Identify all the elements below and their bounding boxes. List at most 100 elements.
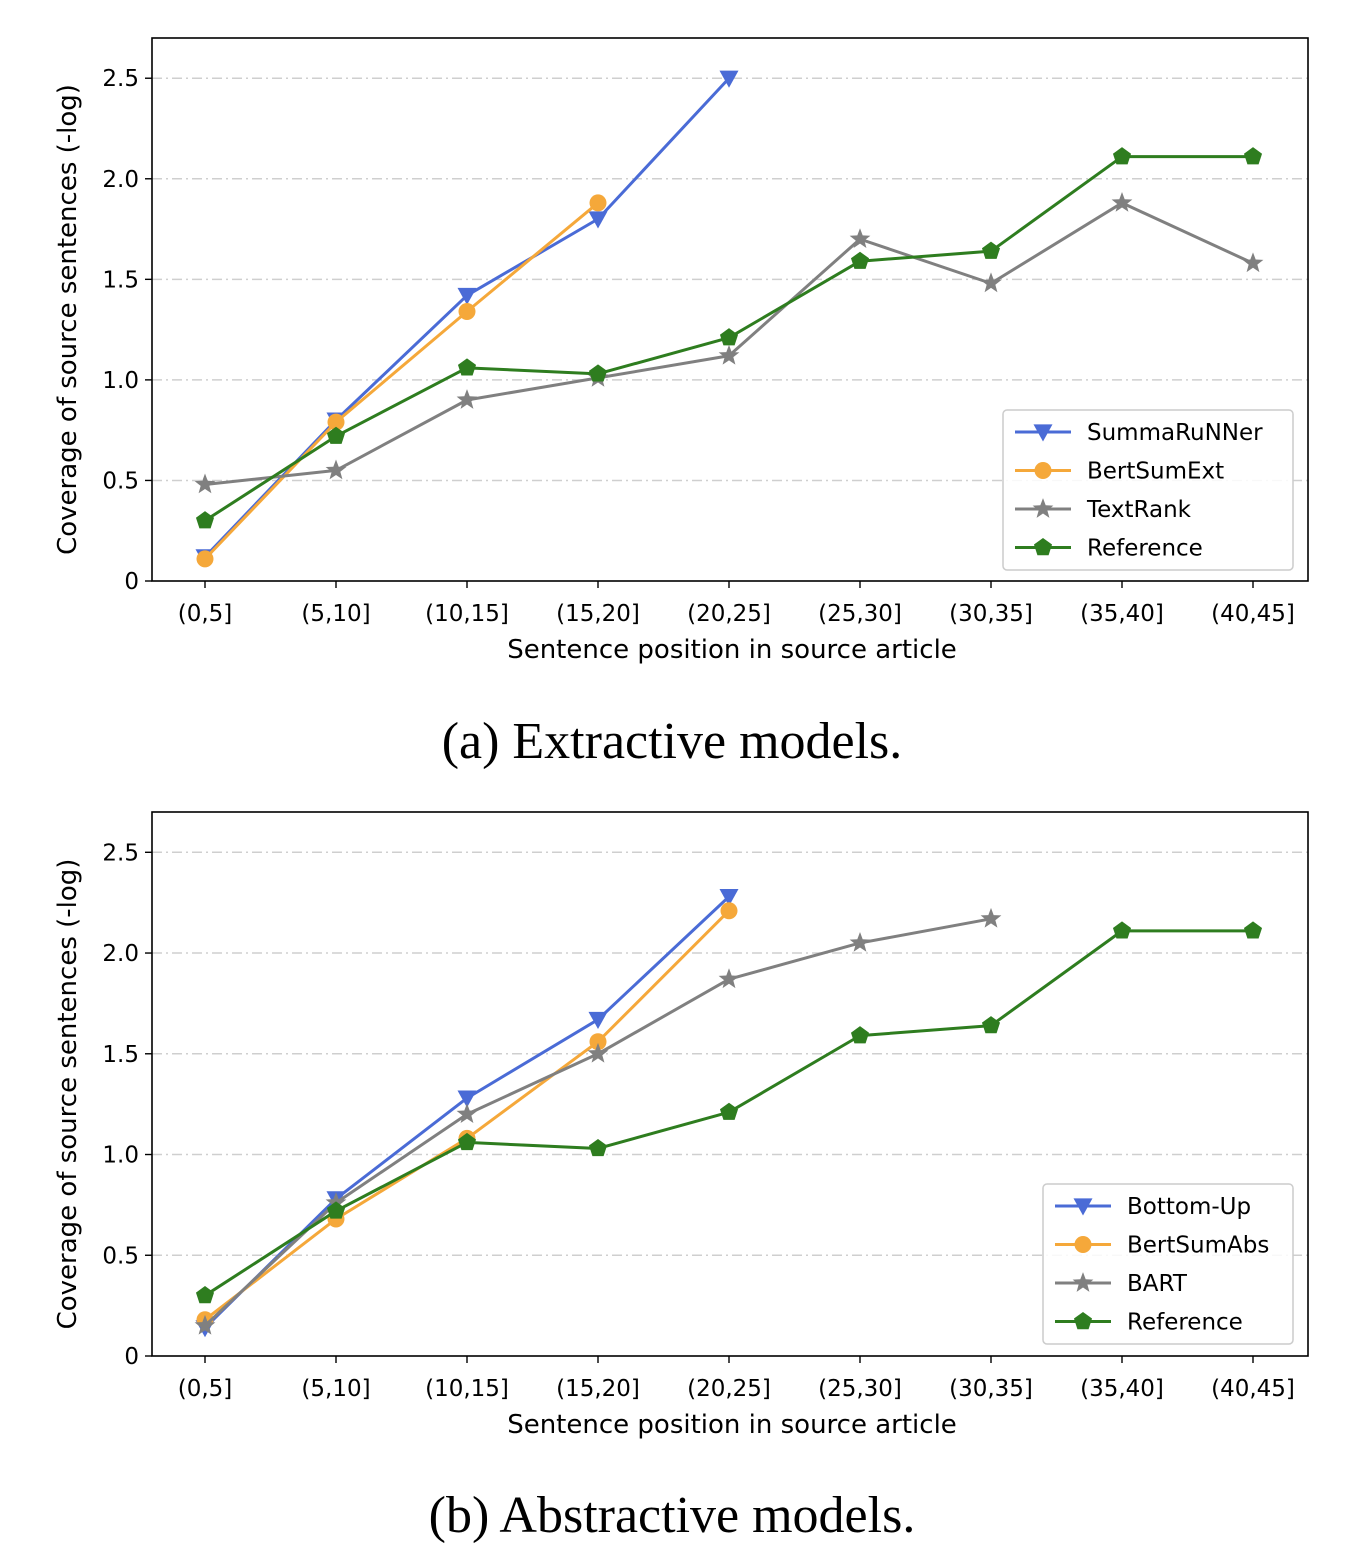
legend: SummaRuNNer BertSumExt TextRank Reference — [1002, 409, 1294, 571]
data-point — [588, 364, 608, 382]
series-bertsumext — [196, 194, 607, 568]
legend: Bottom-Up BertSumAbs BART Reference — [1042, 1183, 1294, 1345]
legend-entry: Reference — [1015, 536, 1203, 562]
data-point — [719, 889, 739, 907]
data-point — [588, 211, 608, 229]
y-tick-label: 1.5 — [102, 1042, 139, 1068]
data-point — [194, 1314, 216, 1335]
data-point — [194, 473, 216, 494]
legend-marker — [1073, 1312, 1093, 1330]
series-textrank — [194, 191, 1264, 494]
data-point — [719, 328, 739, 346]
series-bart — [194, 907, 1002, 1335]
x-tick-label: (20,25] — [687, 601, 771, 627]
data-point — [457, 1090, 477, 1108]
data-point — [719, 70, 739, 88]
x-tick-label: (10,15] — [425, 601, 509, 627]
data-point — [326, 426, 346, 444]
legend-label: Bottom-Up — [1127, 1194, 1251, 1220]
data-point — [457, 1132, 477, 1151]
data-point — [457, 287, 477, 305]
x-tick-label: (5,10] — [301, 1376, 370, 1402]
x-tick-label: (35,40] — [1080, 1376, 1164, 1402]
data-point — [457, 358, 477, 376]
y-tick-label: 1.0 — [102, 1143, 139, 1169]
data-point — [588, 1011, 608, 1030]
data-point — [720, 902, 738, 920]
legend-entry: TextRank — [1015, 497, 1192, 523]
x-tick-label: (15,20] — [556, 1376, 640, 1402]
data-point — [849, 932, 871, 952]
data-point — [589, 194, 607, 212]
legend-entry: SummaRuNNer — [1015, 420, 1263, 446]
data-point — [718, 344, 740, 365]
data-point — [196, 550, 214, 568]
x-tick-label: (5,10] — [301, 601, 370, 627]
data-point — [981, 241, 1001, 259]
series-reference — [195, 921, 1263, 1304]
y-axis-label: Coverage of source sentences (-log) — [53, 84, 83, 555]
legend-marker — [1032, 498, 1054, 518]
data-point — [1112, 921, 1132, 939]
y-tick-label: 1.5 — [102, 267, 139, 293]
legend-marker — [1073, 1198, 1093, 1216]
legend-label: Reference — [1127, 1310, 1243, 1336]
data-point — [326, 1201, 346, 1219]
x-tick-label: (0,5] — [178, 601, 233, 627]
legend-label: BART — [1127, 1271, 1188, 1297]
legend-marker — [1074, 1236, 1092, 1253]
data-point — [1242, 252, 1264, 273]
legend-marker — [1034, 462, 1052, 479]
figure-caption: (b) Abstractive models. — [429, 1487, 916, 1544]
data-point — [456, 389, 478, 409]
chart-b: 0 0.5 1.0 1.5 2.0 2.5 (0,5] (5,10] (10,15] (15,20… — [53, 811, 1309, 1544]
legend-marker — [1072, 1272, 1094, 1292]
data-point — [718, 968, 740, 989]
chart-a: 0 0.5 1.0 1.5 2.0 2.5 (0,5] (5,10] (10,15] (15,20… — [53, 37, 1309, 770]
data-point — [980, 907, 1002, 928]
legend-label: BertSumExt — [1087, 459, 1224, 485]
series-line — [203, 201, 599, 560]
x-tick-label: (20,25] — [687, 1376, 771, 1402]
x-tick-label: (15,20] — [556, 601, 640, 627]
x-tick-label: (0,5] — [178, 1376, 233, 1402]
data-point — [1243, 147, 1263, 165]
plot-frame — [151, 811, 1309, 1357]
x-tick-label: (30,35] — [949, 1376, 1033, 1402]
data-point — [458, 303, 476, 321]
data-point — [587, 1042, 609, 1063]
y-tick-label: 2.0 — [102, 167, 139, 193]
y-tick-label: 0.5 — [102, 1243, 139, 1269]
x-axis-label: Sentence position in source article — [507, 635, 957, 665]
data-point — [850, 1026, 870, 1044]
data-point — [456, 1103, 478, 1124]
legend-label: SummaRuNNer — [1087, 420, 1263, 446]
x-tick-label: (40,45] — [1211, 1376, 1295, 1402]
data-point — [195, 511, 215, 529]
data-point — [1112, 147, 1132, 165]
x-tick-label: (25,30] — [818, 1376, 902, 1402]
legend-box — [1002, 409, 1294, 571]
legend-entry: BART — [1055, 1271, 1188, 1297]
data-point — [980, 272, 1002, 293]
y-tick-label: 0.5 — [102, 468, 139, 494]
data-point — [1243, 921, 1263, 939]
x-tick-label: (30,35] — [949, 601, 1033, 627]
data-point — [1111, 191, 1133, 212]
data-point — [849, 228, 871, 248]
y-tick-label: 2.5 — [102, 66, 139, 92]
legend-label: Reference — [1087, 536, 1203, 562]
series-reference — [195, 147, 1263, 529]
y-tick-label: 2.0 — [102, 941, 139, 967]
data-point — [325, 459, 347, 480]
legend-entry: BertSumExt — [1015, 459, 1224, 485]
legend-entry: BertSumAbs — [1055, 1233, 1269, 1259]
x-tick-label: (10,15] — [425, 1376, 509, 1402]
figure-caption: (a) Extractive models. — [442, 713, 903, 770]
data-point — [195, 1286, 215, 1304]
plot-frame — [151, 37, 1309, 582]
legend-label: BertSumAbs — [1127, 1233, 1269, 1259]
data-point — [719, 1102, 739, 1120]
y-tick-label: 1.0 — [102, 368, 139, 394]
